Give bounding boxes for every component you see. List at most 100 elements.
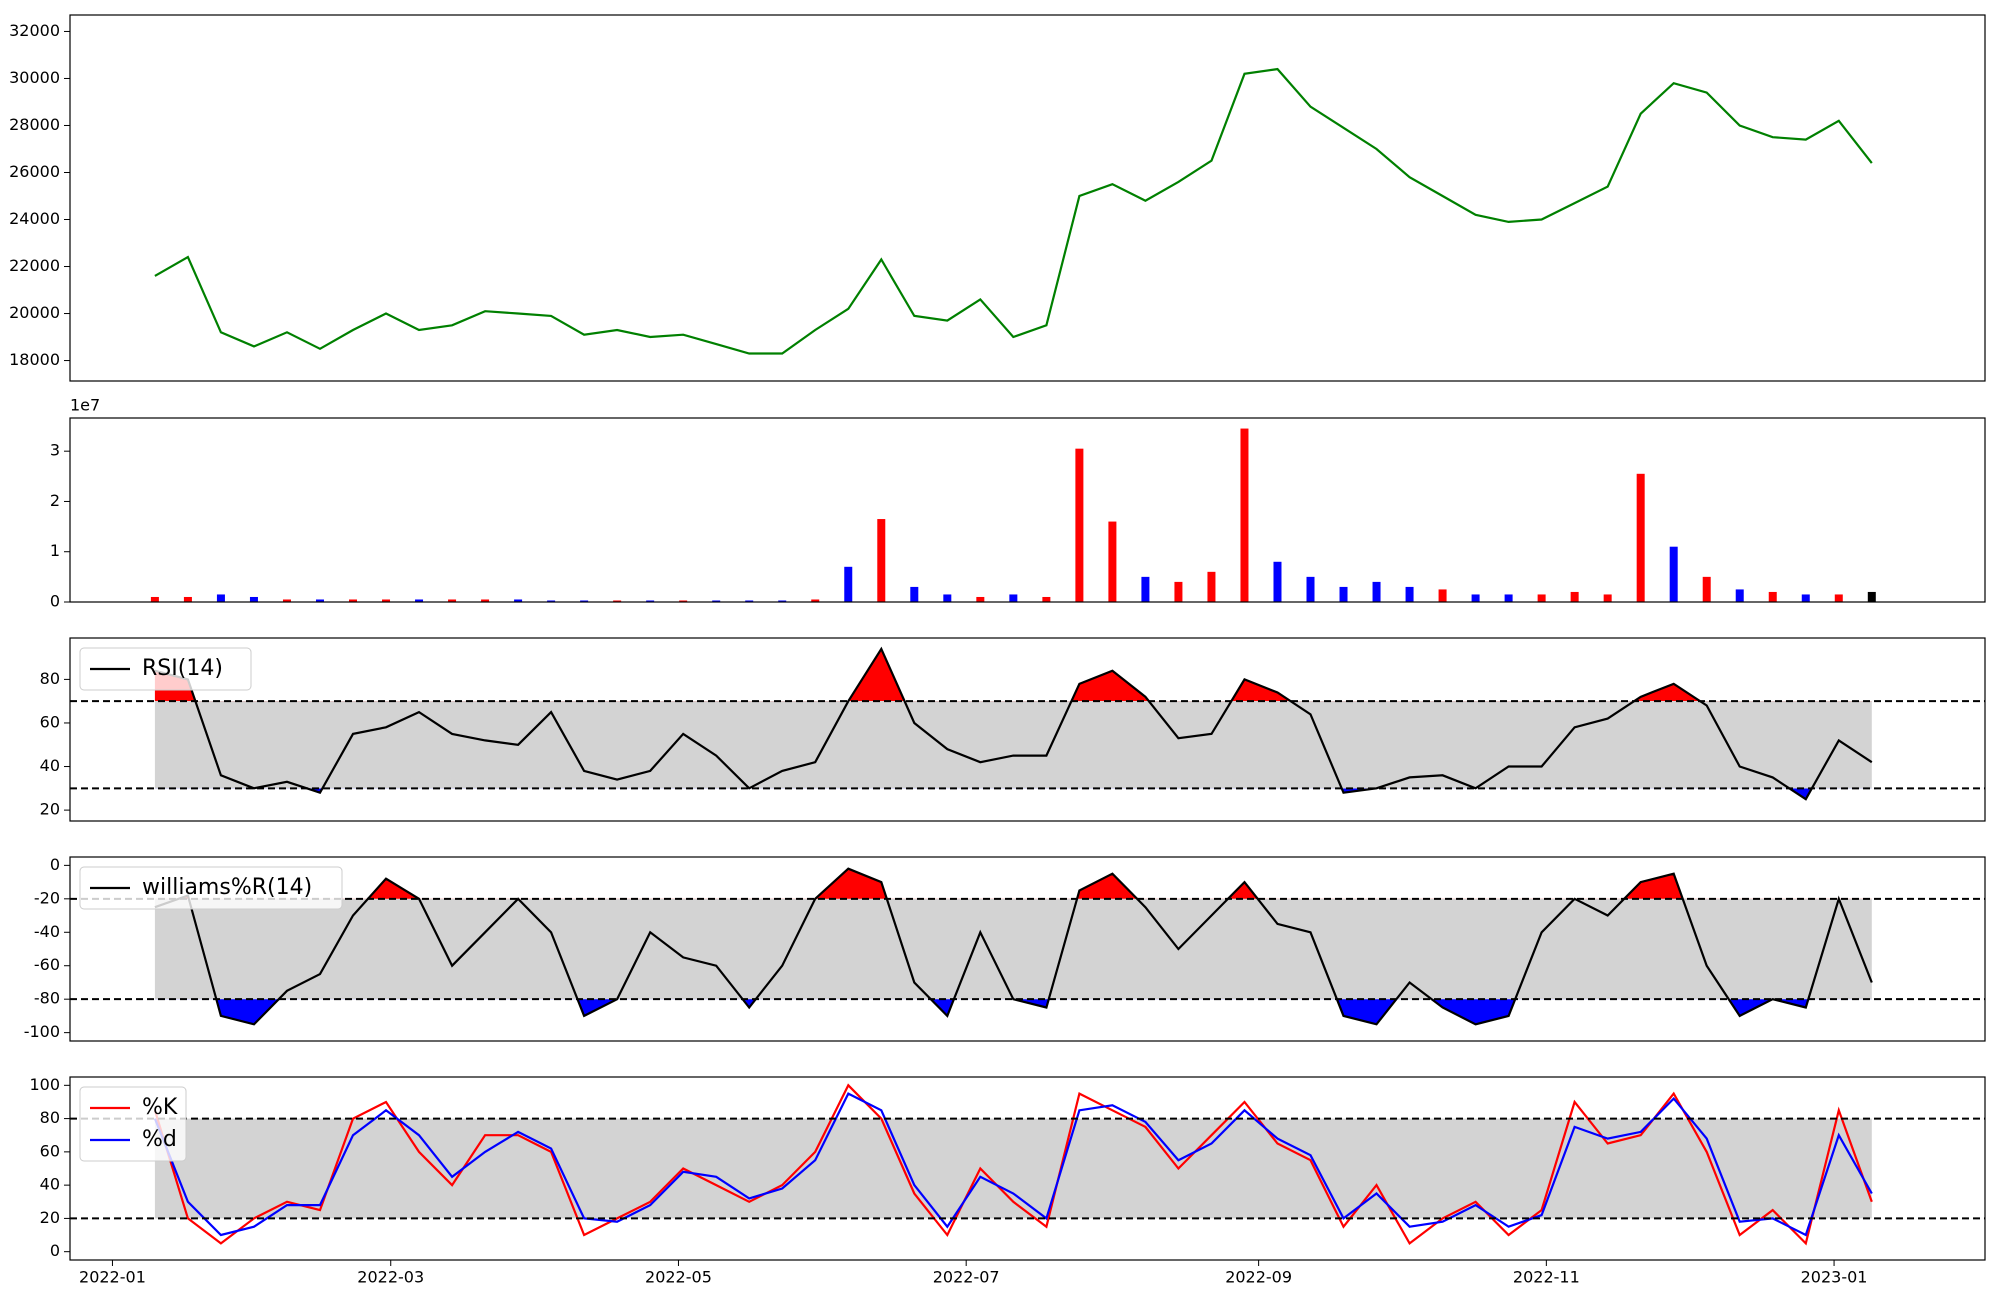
legend-box: [79, 647, 252, 691]
legend-box: [79, 866, 343, 910]
volume-bar: [1570, 591, 1579, 602]
volume-bar: [481, 599, 490, 602]
volume-bar: [1801, 594, 1810, 602]
x-tick-label: 2022-05: [645, 1268, 712, 1287]
volume-bar: [1306, 576, 1315, 602]
y-tick-label: 24000: [9, 209, 60, 228]
volume-bar: [349, 599, 358, 602]
y-tick-label: 20000: [9, 303, 60, 322]
axes-frame: [69, 417, 1986, 603]
y-tick-label: 60: [40, 1141, 60, 1160]
y-tick-label: 60: [40, 712, 60, 731]
x-tick-label: 2022-07: [933, 1268, 1000, 1287]
y-tick-label: 3: [50, 441, 60, 460]
legend-label: williams%R(14): [142, 875, 312, 900]
volume-bar: [1603, 594, 1612, 602]
volume-bar: [1405, 586, 1414, 602]
volume-bar: [1669, 546, 1678, 602]
legend-label: RSI(14): [142, 656, 223, 681]
volume-bar: [1735, 589, 1744, 602]
volume-bar: [1174, 581, 1183, 602]
volume-bar: [1768, 591, 1777, 602]
y-tick-label: 40: [40, 1175, 60, 1194]
x-tick-label: 2022-09: [1225, 1268, 1292, 1287]
volume-bar: [382, 599, 391, 602]
y-tick-label: 18000: [9, 350, 60, 369]
y-tick-label: 20: [40, 800, 60, 819]
volume-bar: [646, 600, 655, 602]
y-tick-label: 32000: [9, 21, 60, 40]
volume-bar: [514, 599, 523, 602]
y-tick-label: 0: [50, 592, 60, 611]
axis-offset-label: 1e7: [70, 396, 100, 415]
x-tick-label: 2022-11: [1513, 1268, 1580, 1287]
oversold-fill: [154, 999, 1872, 1025]
volume-bar: [1867, 591, 1876, 602]
y-tick-label: 40: [40, 756, 60, 775]
y-tick-label: 0: [50, 1241, 60, 1260]
y-tick-label: 30000: [9, 68, 60, 87]
series-line: [154, 67, 1873, 355]
volume-bar: [1834, 594, 1843, 602]
volume-bar: [1438, 589, 1447, 602]
axes-frame: [69, 14, 1986, 382]
legend-box: [79, 1086, 187, 1162]
axes-frame: [69, 856, 1986, 1042]
x-tick-label: 2023-01: [1801, 1268, 1868, 1287]
volume-bar: [976, 596, 985, 602]
volume-bar: [1207, 571, 1216, 602]
volume-bar: [1042, 596, 1051, 602]
volume-bar: [1273, 561, 1282, 602]
volume-bar: [1240, 428, 1249, 602]
volume-bar: [1636, 473, 1645, 602]
y-tick-label: 2: [50, 491, 60, 510]
axes-frame: [69, 1076, 1986, 1261]
series-line: [154, 646, 1873, 801]
volume-bar: [1075, 448, 1084, 602]
series-line: [154, 867, 1873, 1026]
volume-bar: [844, 566, 853, 602]
volume-bar: [547, 600, 556, 602]
y-tick-label: -40: [34, 922, 60, 941]
y-tick-label: 80: [40, 669, 60, 688]
y-tick-label: 100: [29, 1075, 60, 1094]
volume-bar: [943, 594, 952, 602]
volume-bar: [778, 600, 787, 602]
volume-bar: [448, 599, 457, 602]
volume-bar: [1009, 594, 1018, 602]
volume-bar: [1108, 521, 1117, 602]
volume-bar: [415, 599, 424, 602]
y-tick-label: 28000: [9, 115, 60, 134]
axes-frame: [69, 637, 1986, 822]
y-tick-label: 80: [40, 1108, 60, 1127]
volume-bar: [1372, 581, 1381, 602]
volume-bar: [1504, 594, 1513, 602]
volume-bar: [1537, 594, 1546, 602]
volume-bar: [580, 600, 589, 602]
volume-bar: [282, 599, 291, 602]
y-tick-label: 26000: [9, 162, 60, 181]
volume-bar: [315, 599, 324, 602]
volume-bar: [1702, 576, 1711, 602]
y-tick-label: 22000: [9, 256, 60, 275]
volume-bar: [679, 600, 688, 602]
series-line: [153, 1083, 1873, 1246]
neutral-band: [154, 1118, 1872, 1219]
y-tick-label: -80: [34, 989, 60, 1008]
y-tick-label: -20: [34, 888, 60, 907]
neutral-band: [154, 701, 1872, 789]
volume-bar: [877, 519, 886, 602]
volume-bar: [150, 596, 159, 602]
neutral-band: [154, 898, 1872, 1000]
y-tick-label: 0: [50, 855, 60, 874]
y-tick-label: -60: [34, 955, 60, 974]
volume-bar: [1339, 586, 1348, 602]
volume-bar: [1141, 576, 1150, 602]
volume-bar: [249, 596, 258, 602]
y-tick-label: -100: [24, 1022, 60, 1041]
series-line: [153, 1092, 1873, 1237]
y-tick-label: 20: [40, 1208, 60, 1227]
legend-label: %K: [142, 1095, 178, 1120]
volume-bar: [183, 596, 192, 602]
